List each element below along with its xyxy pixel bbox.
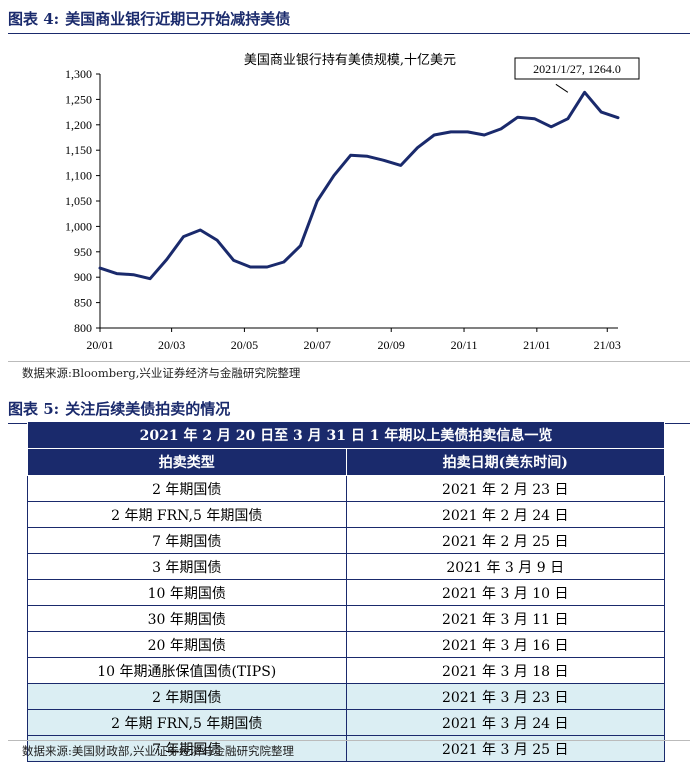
y-tick-label: 1,300 xyxy=(65,67,92,81)
auction-type-cell: 2 年期 FRN,5 年期国债 xyxy=(27,709,347,736)
x-tick-label: 20/01 xyxy=(86,338,113,352)
auction-type-cell: 10 年期通胀保值国债(TIPS) xyxy=(27,657,347,684)
auction-type-cell: 2 年期国债 xyxy=(27,683,347,710)
column-header-date: 拍卖日期(美东时间) xyxy=(345,448,665,476)
auction-type-cell: 2 年期国债 xyxy=(27,475,347,502)
table-row: 30 年期国债 2021 年 3 月 11 日 xyxy=(27,605,665,632)
table-row: 7 年期国债 2021 年 3 月 25 日 xyxy=(27,735,665,762)
y-tick-label: 1,050 xyxy=(65,194,92,208)
auction-date-cell: 2021 年 2 月 24 日 xyxy=(345,501,665,528)
x-tick-label: 20/05 xyxy=(231,338,258,352)
auction-date-cell: 2021 年 3 月 23 日 xyxy=(345,683,665,710)
table-row: 2 年期 FRN,5 年期国债 2021 年 3 月 24 日 xyxy=(27,709,665,736)
annotation-box xyxy=(514,57,640,80)
auction-type-cell: 3 年期国债 xyxy=(27,553,347,580)
auction-table: 2021 年 2 月 20 日至 3 月 31 日 1 年期以上美债拍卖信息一览… xyxy=(27,421,665,762)
x-tick-label: 20/11 xyxy=(451,338,478,352)
table-row: 2 年期国债 2021 年 2 月 23 日 xyxy=(27,475,665,502)
figure-4-header: 图表 4: 美国商业银行近期已开始减持美债 xyxy=(8,8,690,34)
auction-type-cell: 10 年期国债 xyxy=(27,579,347,606)
figure-4-source: 数据来源:Bloomberg,兴业证券经济与金融研究院整理 xyxy=(22,366,301,380)
auction-date-cell: 2021 年 3 月 11 日 xyxy=(345,605,665,632)
table-row: 3 年期国债 2021 年 3 月 9 日 xyxy=(27,553,665,580)
figure-4-title: 美国商业银行近期已开始减持美债 xyxy=(65,10,291,28)
auction-date-cell: 2021 年 3 月 16 日 xyxy=(345,631,665,658)
figure-5-title: 关注后续美债拍卖的情况 xyxy=(65,400,231,418)
x-tick-label: 20/07 xyxy=(304,338,331,352)
auction-date-cell: 2021 年 2 月 25 日 xyxy=(345,527,665,554)
auction-date-cell: 2021 年 3 月 24 日 xyxy=(345,709,665,736)
figure-5-source: 数据来源:美国财政部,兴业证券经济与金融研究院整理 xyxy=(22,744,295,758)
divider xyxy=(8,361,690,362)
auction-type-cell: 20 年期国债 xyxy=(27,631,347,658)
divider xyxy=(8,740,690,741)
table-row: 2 年期 FRN,5 年期国债 2021 年 2 月 24 日 xyxy=(27,501,665,528)
line-chart: 美国商业银行持有美债规模,十亿美元 800 850 900 950 1,000 1,050 1… xyxy=(65,53,640,352)
column-header-type: 拍卖类型 xyxy=(27,448,347,476)
auction-date-cell: 2021 年 3 月 9 日 xyxy=(345,553,665,580)
x-tick-label: 20/03 xyxy=(158,338,185,352)
annotation-label: 2021/1/27, 1264.0 xyxy=(533,62,621,76)
x-tick-label: 20/09 xyxy=(378,338,405,352)
auction-date-cell: 2021 年 3 月 25 日 xyxy=(345,735,665,762)
auction-type-cell: 7 年期国债 xyxy=(27,735,347,762)
y-tick-label: 1,200 xyxy=(65,118,92,132)
table-row: 7 年期国债 2021 年 2 月 25 日 xyxy=(27,527,665,554)
figure-4-label: 图表 4: xyxy=(8,10,60,28)
auction-date-cell: 2021 年 3 月 10 日 xyxy=(345,579,665,606)
table-row: 2 年期国债 2021 年 3 月 23 日 xyxy=(27,683,665,710)
y-tick-label: 1,100 xyxy=(65,169,92,183)
auction-date-cell: 2021 年 2 月 23 日 xyxy=(345,475,665,502)
x-tick-label: 21/01 xyxy=(523,338,550,352)
figure-5-label: 图表 5: xyxy=(8,400,60,418)
table-row: 10 年期国债 2021 年 3 月 10 日 xyxy=(27,579,665,606)
annotation-leader xyxy=(555,83,569,93)
table-row: 20 年期国债 2021 年 3 月 16 日 xyxy=(27,631,665,658)
auction-type-cell: 30 年期国债 xyxy=(27,605,347,632)
y-tick-label: 800 xyxy=(74,321,92,335)
y-tick-label: 1,250 xyxy=(65,92,92,106)
auction-date-cell: 2021 年 3 月 18 日 xyxy=(345,657,665,684)
y-tick-label: 900 xyxy=(74,270,92,284)
series-line xyxy=(98,90,620,281)
y-tick-label: 950 xyxy=(74,245,92,259)
y-tick-label: 850 xyxy=(74,296,92,310)
table-row: 10 年期通胀保值国债(TIPS) 2021 年 3 月 18 日 xyxy=(27,657,665,684)
y-tick-label: 1,000 xyxy=(65,219,92,233)
chart-title: 美国商业银行持有美债规模,十亿美元 xyxy=(244,53,456,68)
table-title: 2021 年 2 月 20 日至 3 月 31 日 1 年期以上美债拍卖信息一览 xyxy=(27,421,665,449)
x-tick-label: 21/03 xyxy=(594,338,621,352)
y-tick-label: 1,150 xyxy=(65,143,92,157)
auction-type-cell: 2 年期 FRN,5 年期国债 xyxy=(27,501,347,528)
auction-type-cell: 7 年期国债 xyxy=(27,527,347,554)
